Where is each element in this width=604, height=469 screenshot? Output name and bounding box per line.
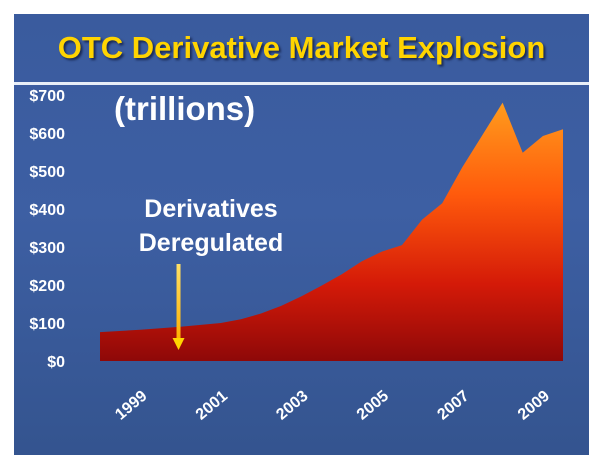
x-tick-label: 1999	[112, 388, 150, 424]
y-tick-label: $100	[29, 316, 65, 333]
x-tick-label: 2003	[273, 388, 311, 424]
x-tick-label: 2001	[193, 388, 231, 424]
annotation-label: Derivatives	[144, 195, 277, 223]
slide: OTC Derivative Market Explosion $0 $100 $2…	[14, 14, 589, 455]
chart-title: OTC Derivative Market Explosion	[57, 30, 546, 65]
x-tick-label: 2009	[515, 388, 553, 424]
y-tick-label: $200	[29, 278, 65, 295]
y-tick-label: $500	[29, 164, 65, 181]
y-tick-label: $0	[47, 354, 65, 371]
area-series	[100, 102, 563, 361]
annotation-arrow-head	[172, 338, 185, 350]
annotation-arrow-shaft	[176, 264, 181, 340]
y-tick-label: $700	[29, 88, 65, 105]
y-tick-label: $400	[29, 202, 65, 219]
y-tick-label: $600	[29, 126, 65, 143]
y-tick-label: $300	[29, 240, 65, 257]
chart-subtitle: (trillions)	[114, 90, 255, 127]
x-tick-label: 2005	[354, 388, 392, 424]
title-divider	[14, 82, 589, 85]
x-tick-label: 2007	[434, 388, 472, 424]
area-chart: $0 $100 $200 $300 $400 $500 $600 $700 1999 2001 20…	[29, 88, 563, 424]
annotation-label: Deregulated	[139, 229, 283, 257]
